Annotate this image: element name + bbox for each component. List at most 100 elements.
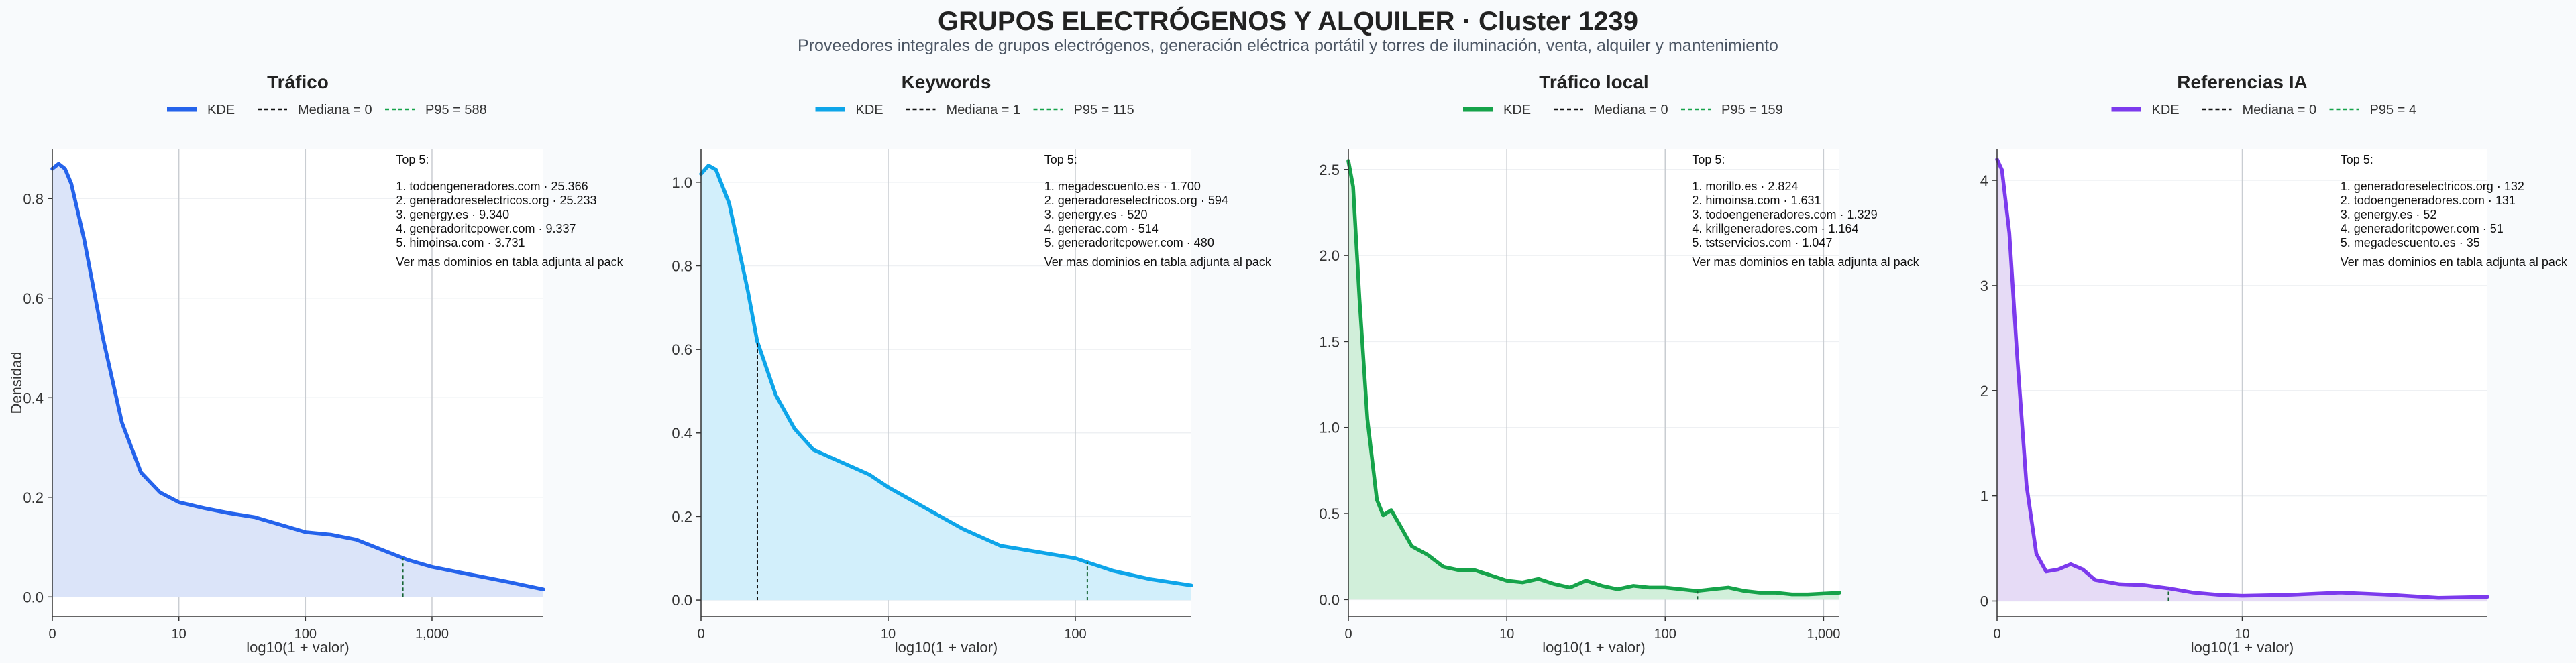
top5-footnote: Ver mas dominios en tabla adjunta al pac… bbox=[396, 255, 623, 269]
x-tick-label: 0 bbox=[48, 627, 56, 642]
x-axis-label: log10(1 + valor) bbox=[2191, 639, 2294, 656]
top5-item: 4. generac.com · 514 bbox=[1044, 222, 1159, 235]
y-tick-label: 0.2 bbox=[23, 489, 44, 506]
top5-annotation: Top 5: 1. todoengeneradores.com · 25.3662… bbox=[396, 153, 623, 269]
panel-title: Keywords bbox=[902, 72, 991, 93]
y-tick-label: 0.4 bbox=[672, 425, 692, 442]
x-tick-label: 1,000 bbox=[415, 627, 449, 642]
x-tick-label: 10 bbox=[172, 627, 186, 642]
legend-label: Mediana = 0 bbox=[1594, 103, 1668, 117]
y-tick-label: 0.8 bbox=[672, 258, 692, 275]
kde-area bbox=[701, 165, 1191, 601]
y-tick-label: 1.0 bbox=[672, 174, 692, 191]
top5-item: 1. todoengeneradores.com · 25.366 bbox=[396, 180, 588, 193]
top5-title: Top 5: bbox=[1692, 153, 1725, 166]
x-axis-label: log10(1 + valor) bbox=[1542, 639, 1645, 656]
x-tick-label: 0 bbox=[697, 627, 704, 642]
x-tick-label: 10 bbox=[881, 627, 896, 642]
legend-label: P95 = 159 bbox=[1721, 103, 1783, 117]
panel-title: Tráfico bbox=[267, 72, 329, 93]
legend-label: P95 = 115 bbox=[1074, 103, 1134, 117]
kde-line bbox=[50, 162, 545, 591]
kde-area bbox=[52, 164, 543, 597]
top5-item: 2. generadoreselectricos.org · 594 bbox=[1044, 194, 1228, 207]
legend-label: KDE bbox=[856, 103, 883, 117]
legend: KDE Mediana = 0 P95 = 159 bbox=[1463, 103, 1783, 117]
legend-label: Mediana = 1 bbox=[947, 103, 1021, 117]
kde-area bbox=[1348, 161, 1839, 600]
top5-item: 3. todoengeneradores.com · 1.329 bbox=[1692, 208, 1877, 221]
x-tick-label: 0 bbox=[1344, 627, 1352, 642]
legend-label: P95 = 4 bbox=[2370, 103, 2417, 117]
legend-label: Mediana = 0 bbox=[298, 103, 372, 117]
panel-title: Tráfico local bbox=[1539, 72, 1648, 93]
x-axis-label: log10(1 + valor) bbox=[895, 639, 998, 656]
x-tick-label: 0 bbox=[1993, 627, 2000, 642]
y-tick-label: 0.2 bbox=[672, 508, 692, 525]
top5-item: 5. megadescuento.es · 35 bbox=[2341, 236, 2480, 249]
y-tick-label: 1.5 bbox=[1319, 333, 1340, 350]
y-tick-label: 1.0 bbox=[1319, 420, 1340, 436]
top5-title: Top 5: bbox=[2341, 153, 2373, 166]
top5-item: 5. himoinsa.com · 3.731 bbox=[396, 236, 525, 249]
y-tick-label: 3 bbox=[1980, 278, 1988, 294]
top5-item: 3. genergy.es · 520 bbox=[1044, 208, 1148, 221]
x-tick-label: 100 bbox=[1654, 627, 1676, 642]
y-tick-label: 0.4 bbox=[23, 389, 44, 406]
chart-panel-3: 0.0 0.5 1.0 1.5 2.0 2.5 0 10 100 1,000 log10(1 + v… bbox=[1319, 72, 1919, 656]
y-tick-label: 0.5 bbox=[1319, 505, 1340, 522]
legend: KDE Mediana = 0 P95 = 4 bbox=[2111, 103, 2417, 117]
chart-main-title: GRUPOS ELECTRÓGENOS Y ALQUILER · Cluster… bbox=[938, 7, 1638, 36]
top5-title: Top 5: bbox=[396, 153, 429, 166]
top5-item: 2. himoinsa.com · 1.631 bbox=[1692, 194, 1821, 207]
x-tick-label: 10 bbox=[1499, 627, 1514, 642]
y-tick-label: 0 bbox=[1980, 593, 1988, 609]
legend: KDE Mediana = 0 P95 = 588 bbox=[167, 103, 487, 117]
x-tick-label: 100 bbox=[294, 627, 317, 642]
panel-title: Referencias IA bbox=[2177, 72, 2308, 93]
top5-item: 4. generadoritcpower.com · 51 bbox=[2341, 222, 2504, 235]
top5-item: 1. generadoreselectricos.org · 132 bbox=[2341, 180, 2524, 193]
kde-line bbox=[699, 164, 1193, 588]
legend-label: KDE bbox=[2152, 103, 2180, 117]
legend-label: Mediana = 0 bbox=[2243, 103, 2317, 117]
y-tick-label: 2 bbox=[1980, 383, 1988, 400]
chart-panel-2: 0.0 0.2 0.4 0.6 0.8 1.0 0 10 100 log10(1 + valor)… bbox=[672, 72, 1271, 656]
top5-item: 5. generadoritcpower.com · 480 bbox=[1044, 236, 1214, 249]
legend-label: KDE bbox=[1503, 103, 1531, 117]
y-tick-label: 1 bbox=[1980, 488, 1988, 505]
top5-footnote: Ver mas dominios en tabla adjunta al pac… bbox=[2341, 255, 2568, 269]
y-tick-label: 0.8 bbox=[23, 190, 44, 207]
y-tick-label: 0.0 bbox=[1319, 591, 1340, 608]
chart-panel-1: 0.0 0.2 0.4 0.6 0.8 0 10 100 1,000 log10(1 + valo… bbox=[8, 72, 624, 656]
top5-item: 5. tstservicios.com · 1.047 bbox=[1692, 236, 1832, 249]
legend-label: KDE bbox=[207, 103, 235, 117]
y-tick-label: 2.5 bbox=[1319, 162, 1340, 178]
top5-item: 1. megadescuento.es · 1.700 bbox=[1044, 180, 1201, 193]
kde-line bbox=[1346, 159, 1841, 597]
top5-annotation: Top 5: 1. generadoreselectricos.org · 132… bbox=[2341, 153, 2568, 269]
y-tick-label: 2.0 bbox=[1319, 247, 1340, 264]
top5-footnote: Ver mas dominios en tabla adjunta al pac… bbox=[1692, 255, 1919, 269]
legend-label: P95 = 588 bbox=[425, 103, 487, 117]
plot-background bbox=[1348, 149, 1839, 617]
top5-item: 3. genergy.es · 52 bbox=[2341, 208, 2437, 221]
top5-footnote: Ver mas dominios en tabla adjunta al pac… bbox=[1044, 255, 1272, 269]
y-tick-label: 0.0 bbox=[672, 592, 692, 609]
top5-item: 2. generadoreselectricos.org · 25.233 bbox=[396, 194, 596, 207]
top5-item: 3. genergy.es · 9.340 bbox=[396, 208, 509, 221]
top5-item: 2. todoengeneradores.com · 131 bbox=[2341, 194, 2516, 207]
x-axis-label: log10(1 + valor) bbox=[246, 639, 349, 656]
chart-subtitle: Proveedores integrales de grupos electró… bbox=[798, 36, 1778, 55]
x-tick-label: 100 bbox=[1064, 627, 1086, 642]
x-tick-label: 10 bbox=[2235, 627, 2249, 642]
y-tick-label: 4 bbox=[1980, 172, 1988, 189]
y-axis-label: Densidad bbox=[8, 352, 25, 414]
x-tick-label: 1,000 bbox=[1807, 627, 1840, 642]
legend: KDE Mediana = 1 P95 = 115 bbox=[815, 103, 1134, 117]
top5-title: Top 5: bbox=[1044, 153, 1077, 166]
